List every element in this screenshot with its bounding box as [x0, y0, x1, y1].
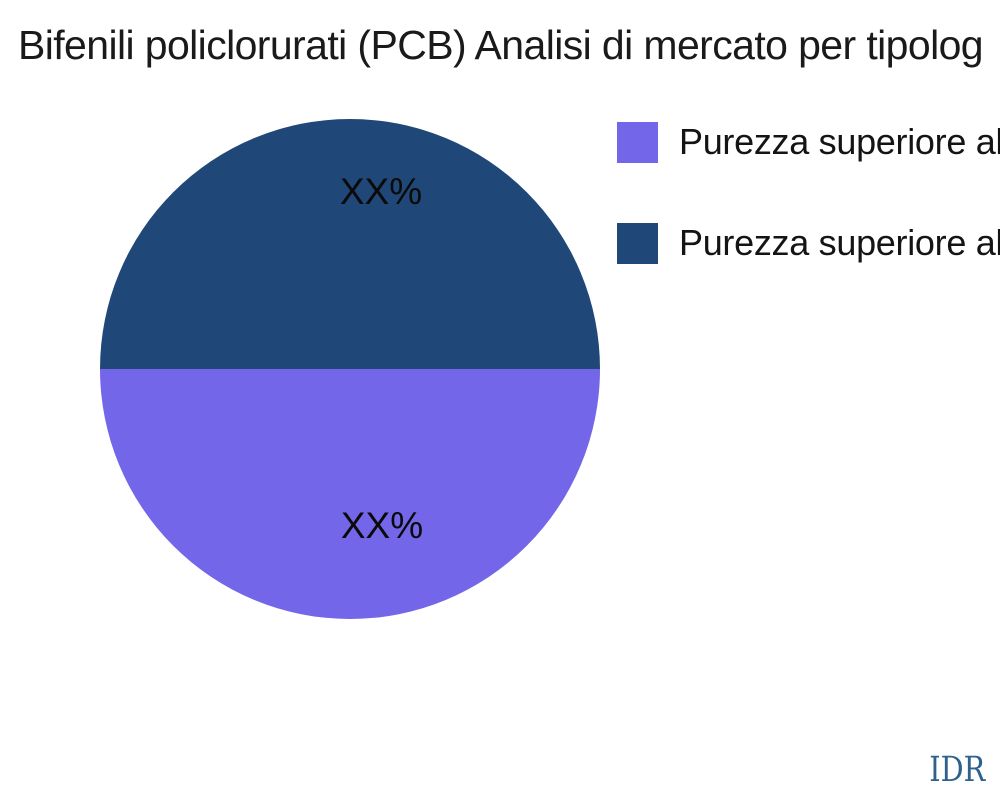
legend-swatch-navy-icon: [617, 222, 658, 264]
pie-chart: [100, 119, 600, 619]
legend-item-navy: Purezza superiore al 9: [617, 222, 1000, 264]
pie-value-label-top: XX%: [339, 171, 423, 212]
legend-swatch-purple-icon: [617, 121, 658, 163]
legend-label-purple: Purezza superiore al 9: [679, 121, 1000, 162]
pie-slice-bottom: [100, 369, 600, 619]
legend-label-navy: Purezza superiore al 9: [679, 222, 1000, 263]
pie-value-label-bottom: XX%: [340, 505, 424, 546]
legend-swatch-purple-rect: [617, 121, 658, 163]
legend-swatch-navy-rect: [617, 222, 658, 264]
legend-item-purple: Purezza superiore al 9: [617, 121, 1000, 163]
pie-slice-top: [100, 119, 600, 369]
watermark-idr: IDR: [929, 750, 985, 790]
chart-title: Bifenili policlorurati (PCB) Analisi di …: [18, 22, 984, 68]
